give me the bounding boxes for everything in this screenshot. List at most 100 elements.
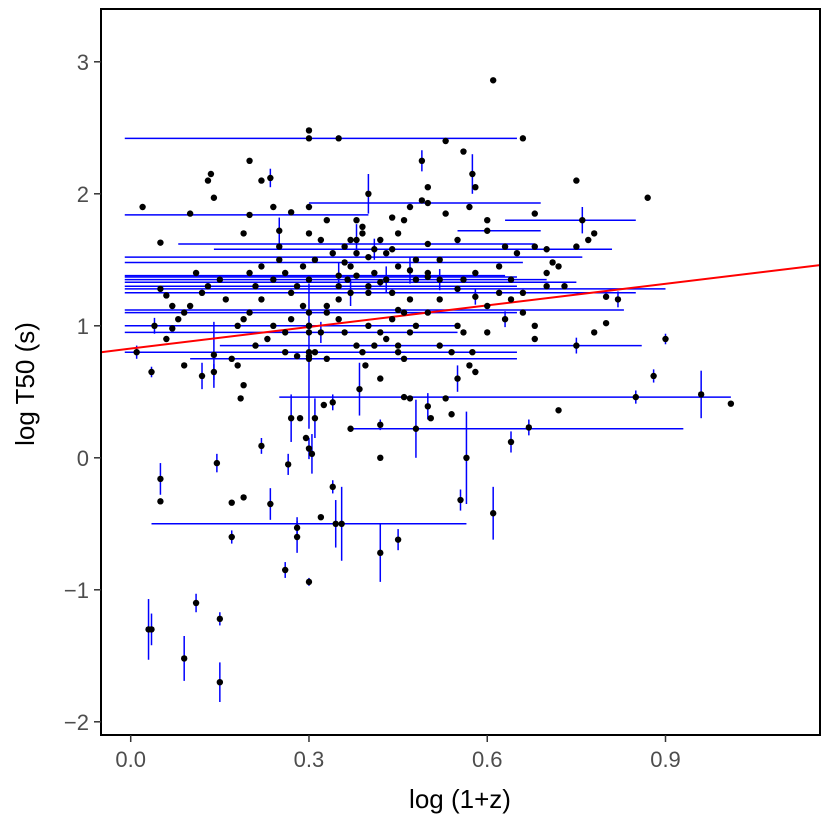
data-point (412, 425, 420, 432)
data-point (555, 407, 562, 414)
data-point (412, 256, 420, 263)
data-point (484, 329, 491, 336)
data-point (513, 250, 521, 257)
data-point (632, 393, 639, 401)
data-point (424, 184, 432, 191)
data-point (216, 615, 224, 623)
data-point (377, 236, 384, 244)
data-point (317, 514, 325, 521)
data-point (394, 342, 402, 349)
data-point (489, 77, 497, 84)
data-point (293, 283, 301, 290)
data-point (460, 329, 467, 336)
data-point (276, 243, 283, 250)
data-point (388, 289, 396, 296)
data-point (412, 322, 420, 329)
data-point (436, 296, 443, 303)
data-point (460, 276, 467, 283)
data-point (258, 442, 265, 450)
data-point (240, 382, 247, 389)
data-point (341, 259, 348, 266)
data-point (377, 421, 384, 428)
x-tick-label: 0.3 (294, 747, 325, 772)
data-point (222, 296, 229, 303)
data-point (412, 276, 420, 283)
data-point (335, 135, 342, 142)
data-point (207, 170, 215, 178)
data-point (377, 454, 384, 461)
data-point (246, 269, 253, 277)
data-point (240, 494, 247, 501)
data-point (519, 135, 527, 142)
data-point (317, 329, 325, 336)
data-point (329, 399, 336, 406)
data-point (519, 309, 527, 316)
data-point (305, 309, 313, 316)
data-point (210, 351, 218, 359)
data-point (495, 289, 503, 296)
data-point (287, 316, 295, 323)
data-point (246, 309, 253, 316)
data-point (198, 289, 206, 296)
data-point (228, 533, 235, 541)
data-point (169, 325, 176, 332)
x-axis-title: log (1+z) (409, 784, 511, 814)
data-point (489, 510, 497, 517)
data-point (472, 269, 479, 277)
data-point (484, 302, 491, 310)
data-point (341, 329, 348, 336)
data-point (436, 256, 443, 263)
y-tick-label: 1 (77, 314, 89, 339)
data-point (204, 283, 212, 290)
data-point (305, 127, 313, 134)
data-point (394, 306, 402, 314)
data-point (175, 316, 182, 323)
data-point (335, 272, 342, 279)
data-point (543, 283, 550, 290)
data-point (299, 302, 307, 310)
data-point (406, 296, 414, 303)
data-point (210, 194, 218, 201)
data-point (305, 135, 313, 142)
data-point (157, 475, 164, 483)
data-point (727, 400, 735, 407)
data-point (240, 316, 247, 323)
data-point (323, 355, 331, 362)
data-point (377, 549, 384, 557)
data-point (371, 269, 378, 277)
data-point (305, 578, 313, 586)
data-point (442, 395, 449, 402)
data-point (198, 372, 206, 380)
data-point (204, 177, 212, 184)
y-tick-label: −2 (64, 710, 89, 735)
data-point (388, 316, 396, 323)
data-point (602, 293, 610, 300)
data-point (353, 272, 360, 279)
data-point (344, 276, 351, 283)
x-tick-label: 0.6 (472, 747, 503, 772)
data-point (531, 210, 538, 217)
x-tick-label: 0.9 (650, 747, 681, 772)
data-point (359, 230, 366, 237)
data-point (192, 269, 200, 277)
data-point (270, 322, 277, 329)
data-point (282, 566, 289, 574)
x-tick-label: 0.0 (115, 747, 146, 772)
data-point (213, 459, 221, 467)
data-point (335, 283, 342, 290)
data-point (335, 316, 342, 323)
data-point (525, 424, 533, 431)
data-point (332, 520, 339, 527)
data-point (133, 349, 140, 356)
data-point (466, 362, 473, 369)
data-point (424, 199, 432, 207)
data-point (579, 217, 586, 224)
data-point (388, 214, 396, 221)
data-point (531, 322, 538, 329)
data-point (192, 599, 200, 607)
data-point (418, 157, 426, 164)
data-point (377, 375, 384, 382)
data-point (400, 309, 408, 316)
data-point (293, 533, 301, 541)
